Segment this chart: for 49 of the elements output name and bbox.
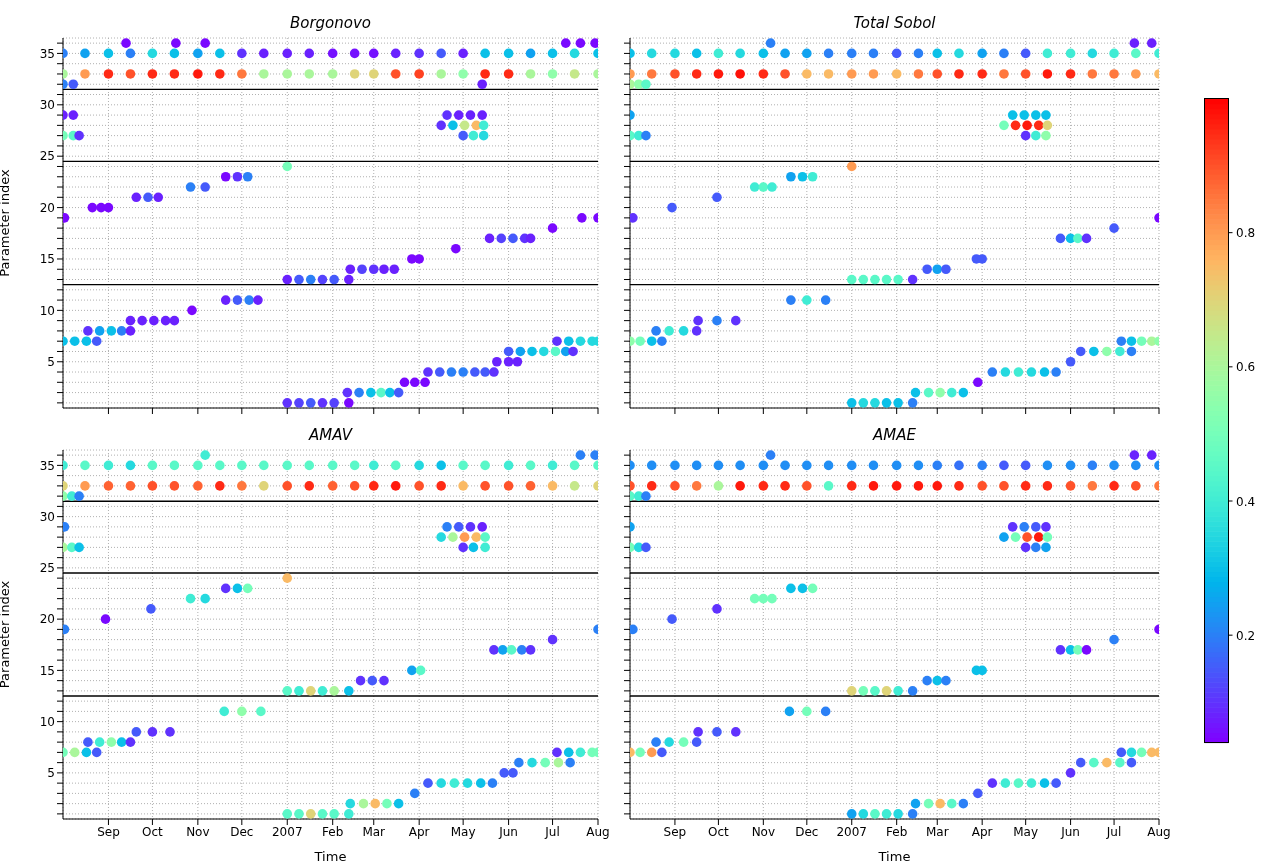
color-bar-label: 0.4 — [1236, 494, 1256, 509]
x-tick-label: Jul — [1105, 824, 1122, 839]
x-tick-label: Mar — [925, 824, 949, 839]
x-tick-label: Jun — [498, 824, 518, 839]
x-tick-label: Dec — [230, 824, 254, 839]
x-tick-label: Dec — [795, 824, 819, 839]
x-tick-label: 2007 — [271, 824, 303, 839]
chart-title: Total Sobol — [852, 14, 937, 32]
gradient-scale: 0.2 0.4 0.6 0.8 — [1204, 98, 1264, 744]
y-tick-label: 15 — [39, 663, 55, 678]
x-tick-label: Aug — [1147, 824, 1171, 839]
x-tick-label: 2007 — [836, 824, 868, 839]
y-tick-label: 20 — [39, 200, 55, 215]
y-tick-label: 15 — [39, 252, 55, 267]
chart-title: AMAE — [871, 426, 917, 444]
x-tick-label: May — [450, 824, 476, 839]
x-tick-label: May — [1013, 824, 1039, 839]
y-tick-label: 35 — [39, 46, 55, 61]
y-tick-label: 5 — [47, 766, 55, 781]
color-bar-label: 0.6 — [1236, 360, 1256, 375]
y-tick-label: 30 — [39, 509, 55, 524]
x-tick-label: Oct — [142, 824, 164, 839]
x-tick-label: Feb — [886, 824, 908, 839]
x-tick-label: Jul — [544, 824, 560, 839]
y-tick-label: 10 — [39, 714, 55, 729]
y-tick-label: 20 — [39, 612, 55, 627]
color-bar-label: 0.8 — [1236, 226, 1256, 241]
x-tick-label: Aug — [586, 824, 610, 839]
x-tick-label: Jun — [1060, 824, 1080, 839]
x-tick-label: Apr — [408, 824, 430, 839]
x-axis-title: Time — [877, 849, 911, 861]
x-tick-label: Sep — [97, 824, 120, 839]
x-tick-label: Sep — [663, 824, 687, 839]
x-tick-label: Apr — [971, 824, 993, 839]
y-tick-label: 25 — [39, 561, 55, 576]
chart-title: AMAV — [307, 426, 354, 444]
x-tick-label: Mar — [362, 824, 386, 839]
y-tick-label: 25 — [39, 149, 55, 164]
chart-title: Borgonovo — [288, 14, 373, 32]
y-tick-label: 5 — [47, 355, 55, 370]
y-tick-label: 10 — [39, 303, 55, 318]
x-tick-label: Nov — [186, 824, 210, 839]
y-tick-label: 35 — [39, 458, 55, 473]
x-tick-label: Nov — [751, 824, 776, 839]
x-tick-label: Feb — [322, 824, 344, 839]
x-tick-label: Oct — [708, 824, 730, 839]
x-axis-title: Time — [313, 849, 347, 861]
color-bar-label: 0.2 — [1236, 628, 1256, 643]
y-tick-label: 30 — [39, 98, 55, 113]
